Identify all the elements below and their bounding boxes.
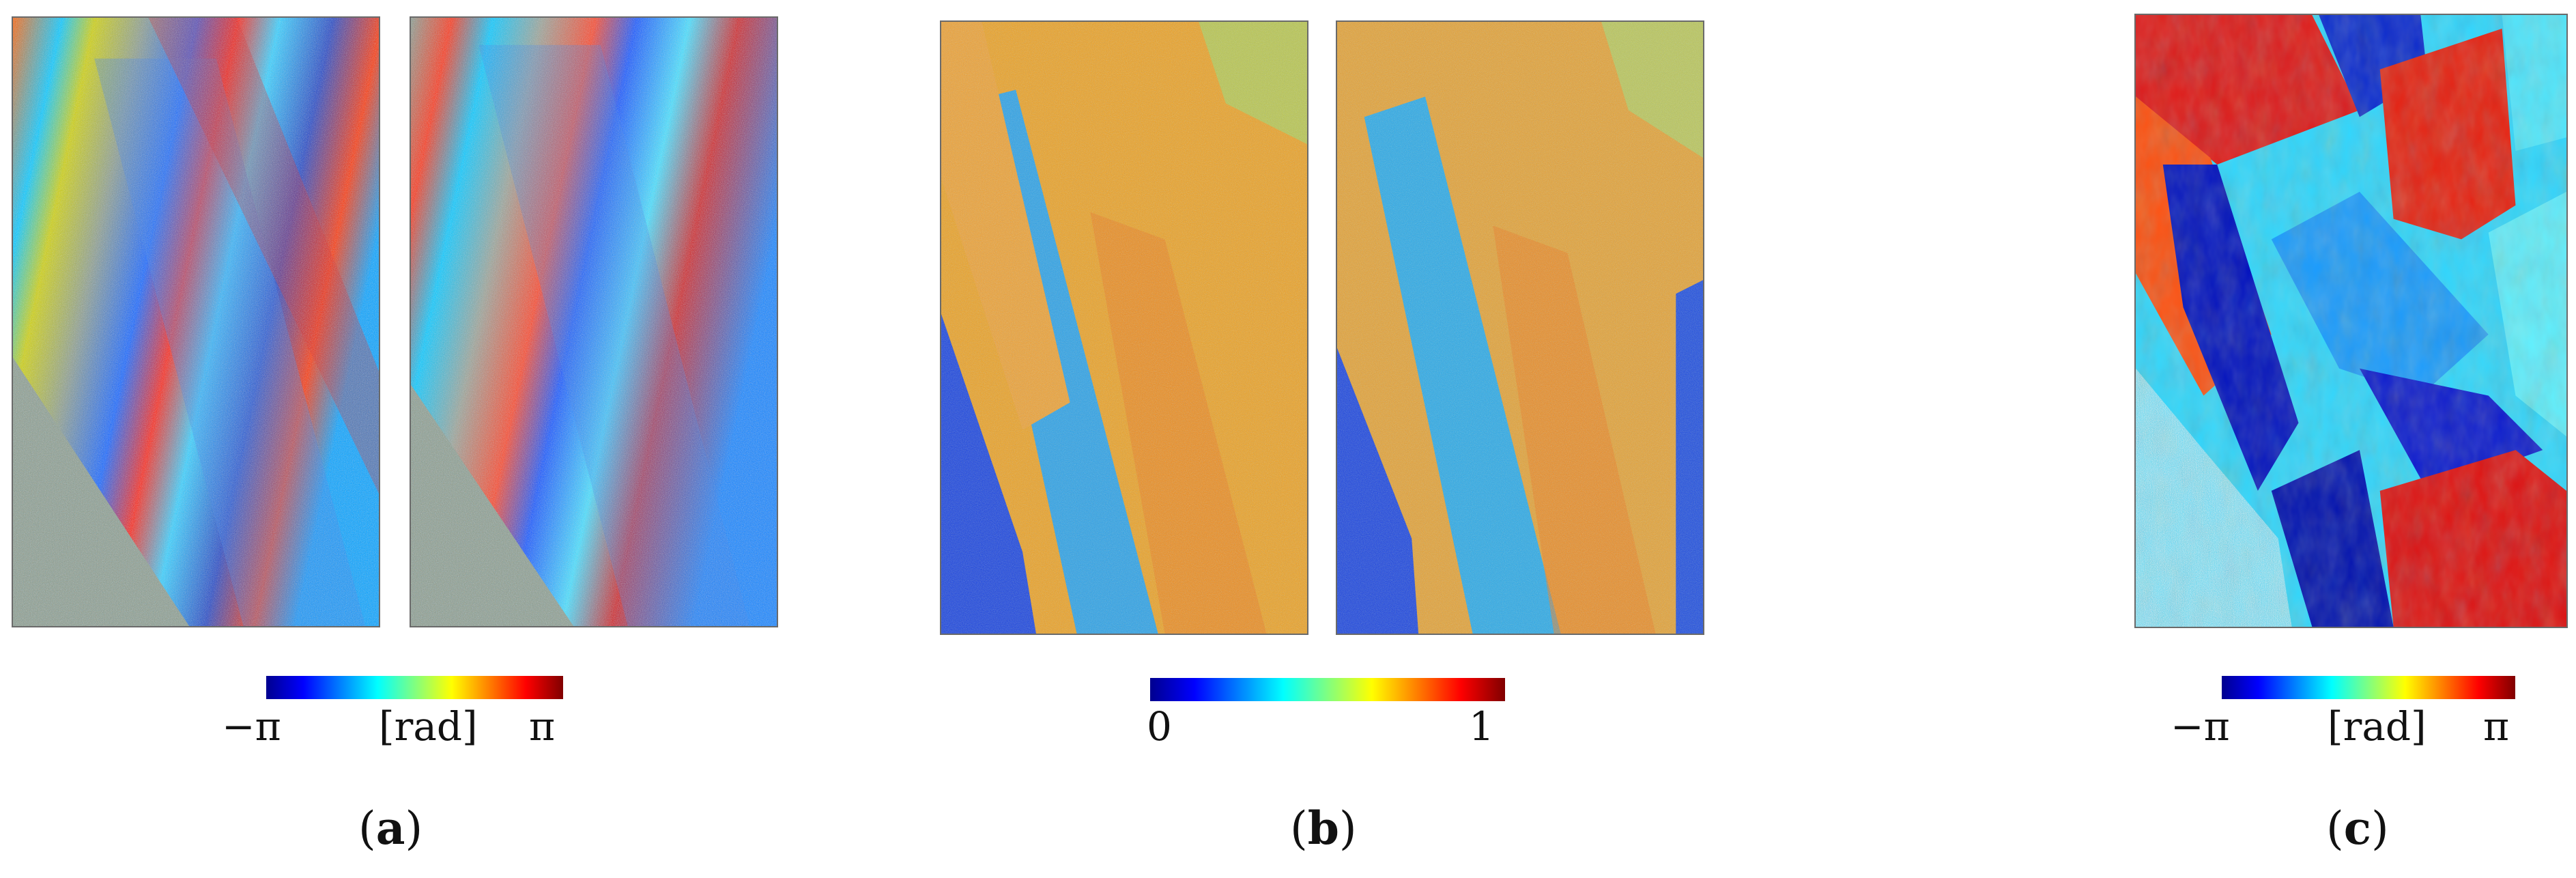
coherence-image-b-left (940, 20, 1308, 635)
caption-b: (b) (1290, 802, 1357, 855)
colorbar-c-unit-label: [rad] (2328, 703, 2427, 750)
phase-image-a-left (12, 16, 380, 627)
colorbar-b-min-label: 0 (1147, 703, 1172, 750)
colorbar-c (2222, 676, 2515, 699)
caption-a: (a) (358, 802, 423, 855)
filtered-phase-image-c (2134, 14, 2568, 628)
colorbar-c-max-label: π (2483, 703, 2510, 750)
caption-c: (c) (2326, 802, 2389, 855)
phase-image-a-right (410, 16, 778, 627)
colorbar-a-max-label: π (529, 703, 556, 750)
colorbar-b-max-label: 1 (1469, 703, 1494, 750)
colorbar-a (266, 676, 563, 699)
colorbar-a-unit-label: [rad] (379, 703, 478, 750)
coherence-image-b-right (1336, 20, 1704, 635)
colorbar-a-min-label: −π (222, 703, 281, 750)
colorbar-b (1150, 678, 1505, 701)
colorbar-c-min-label: −π (2171, 703, 2230, 750)
